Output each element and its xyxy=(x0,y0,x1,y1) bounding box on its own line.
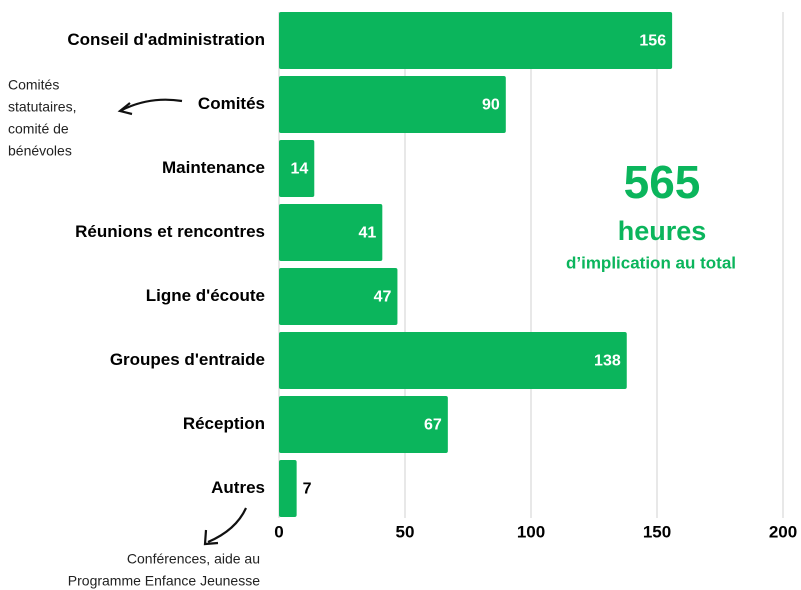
y-tick-label: Groupes d'entraide xyxy=(110,350,265,369)
data-label: 7 xyxy=(303,481,312,498)
x-tick-label: 150 xyxy=(643,522,671,541)
bar xyxy=(279,12,673,69)
x-tick-label: 0 xyxy=(274,522,283,541)
note-arrow xyxy=(207,507,248,544)
x-tick-label: 100 xyxy=(517,522,545,541)
total-caption: d’implication au total xyxy=(566,253,736,272)
y-tick-label: Maintenance xyxy=(162,158,265,177)
bar xyxy=(279,204,383,261)
note: bénévoles xyxy=(8,143,72,159)
bar xyxy=(279,140,315,197)
note: Comités xyxy=(8,77,59,93)
y-tick-label: Réception xyxy=(183,414,265,433)
data-label: 41 xyxy=(359,225,377,242)
data-label: 90 xyxy=(482,97,500,114)
data-label: 14 xyxy=(290,161,308,178)
note: statutaires, xyxy=(8,99,76,115)
total-unit: heures xyxy=(618,216,707,246)
note-arrow xyxy=(121,98,183,111)
y-tick-label: Comités xyxy=(198,94,265,113)
bar xyxy=(279,332,627,389)
note-arrow-head xyxy=(203,529,219,546)
bar xyxy=(279,76,506,133)
total-value: 565 xyxy=(624,156,701,208)
bars-layer: 156 90 14 41 47 138 67 7 xyxy=(279,12,673,517)
bar xyxy=(279,268,398,325)
data-label: 138 xyxy=(594,353,621,370)
x-tick-label: 200 xyxy=(769,522,797,541)
note: Programme Enfance Jeunesse xyxy=(68,573,260,589)
y-tick-label: Autres xyxy=(211,478,265,497)
data-label: 47 xyxy=(374,289,392,306)
bar xyxy=(279,396,448,453)
note: comité de xyxy=(8,121,69,137)
bar xyxy=(279,460,297,517)
data-label: 67 xyxy=(424,417,442,434)
note: Conférences, aide au xyxy=(127,551,260,567)
x-tick-label: 50 xyxy=(396,522,415,541)
y-tick-label: Réunions et rencontres xyxy=(75,222,265,241)
data-label: 156 xyxy=(639,33,666,50)
y-tick-label: Conseil d'administration xyxy=(67,30,265,49)
y-tick-label: Ligne d'écoute xyxy=(146,286,265,305)
note-arrow-head xyxy=(117,102,133,116)
